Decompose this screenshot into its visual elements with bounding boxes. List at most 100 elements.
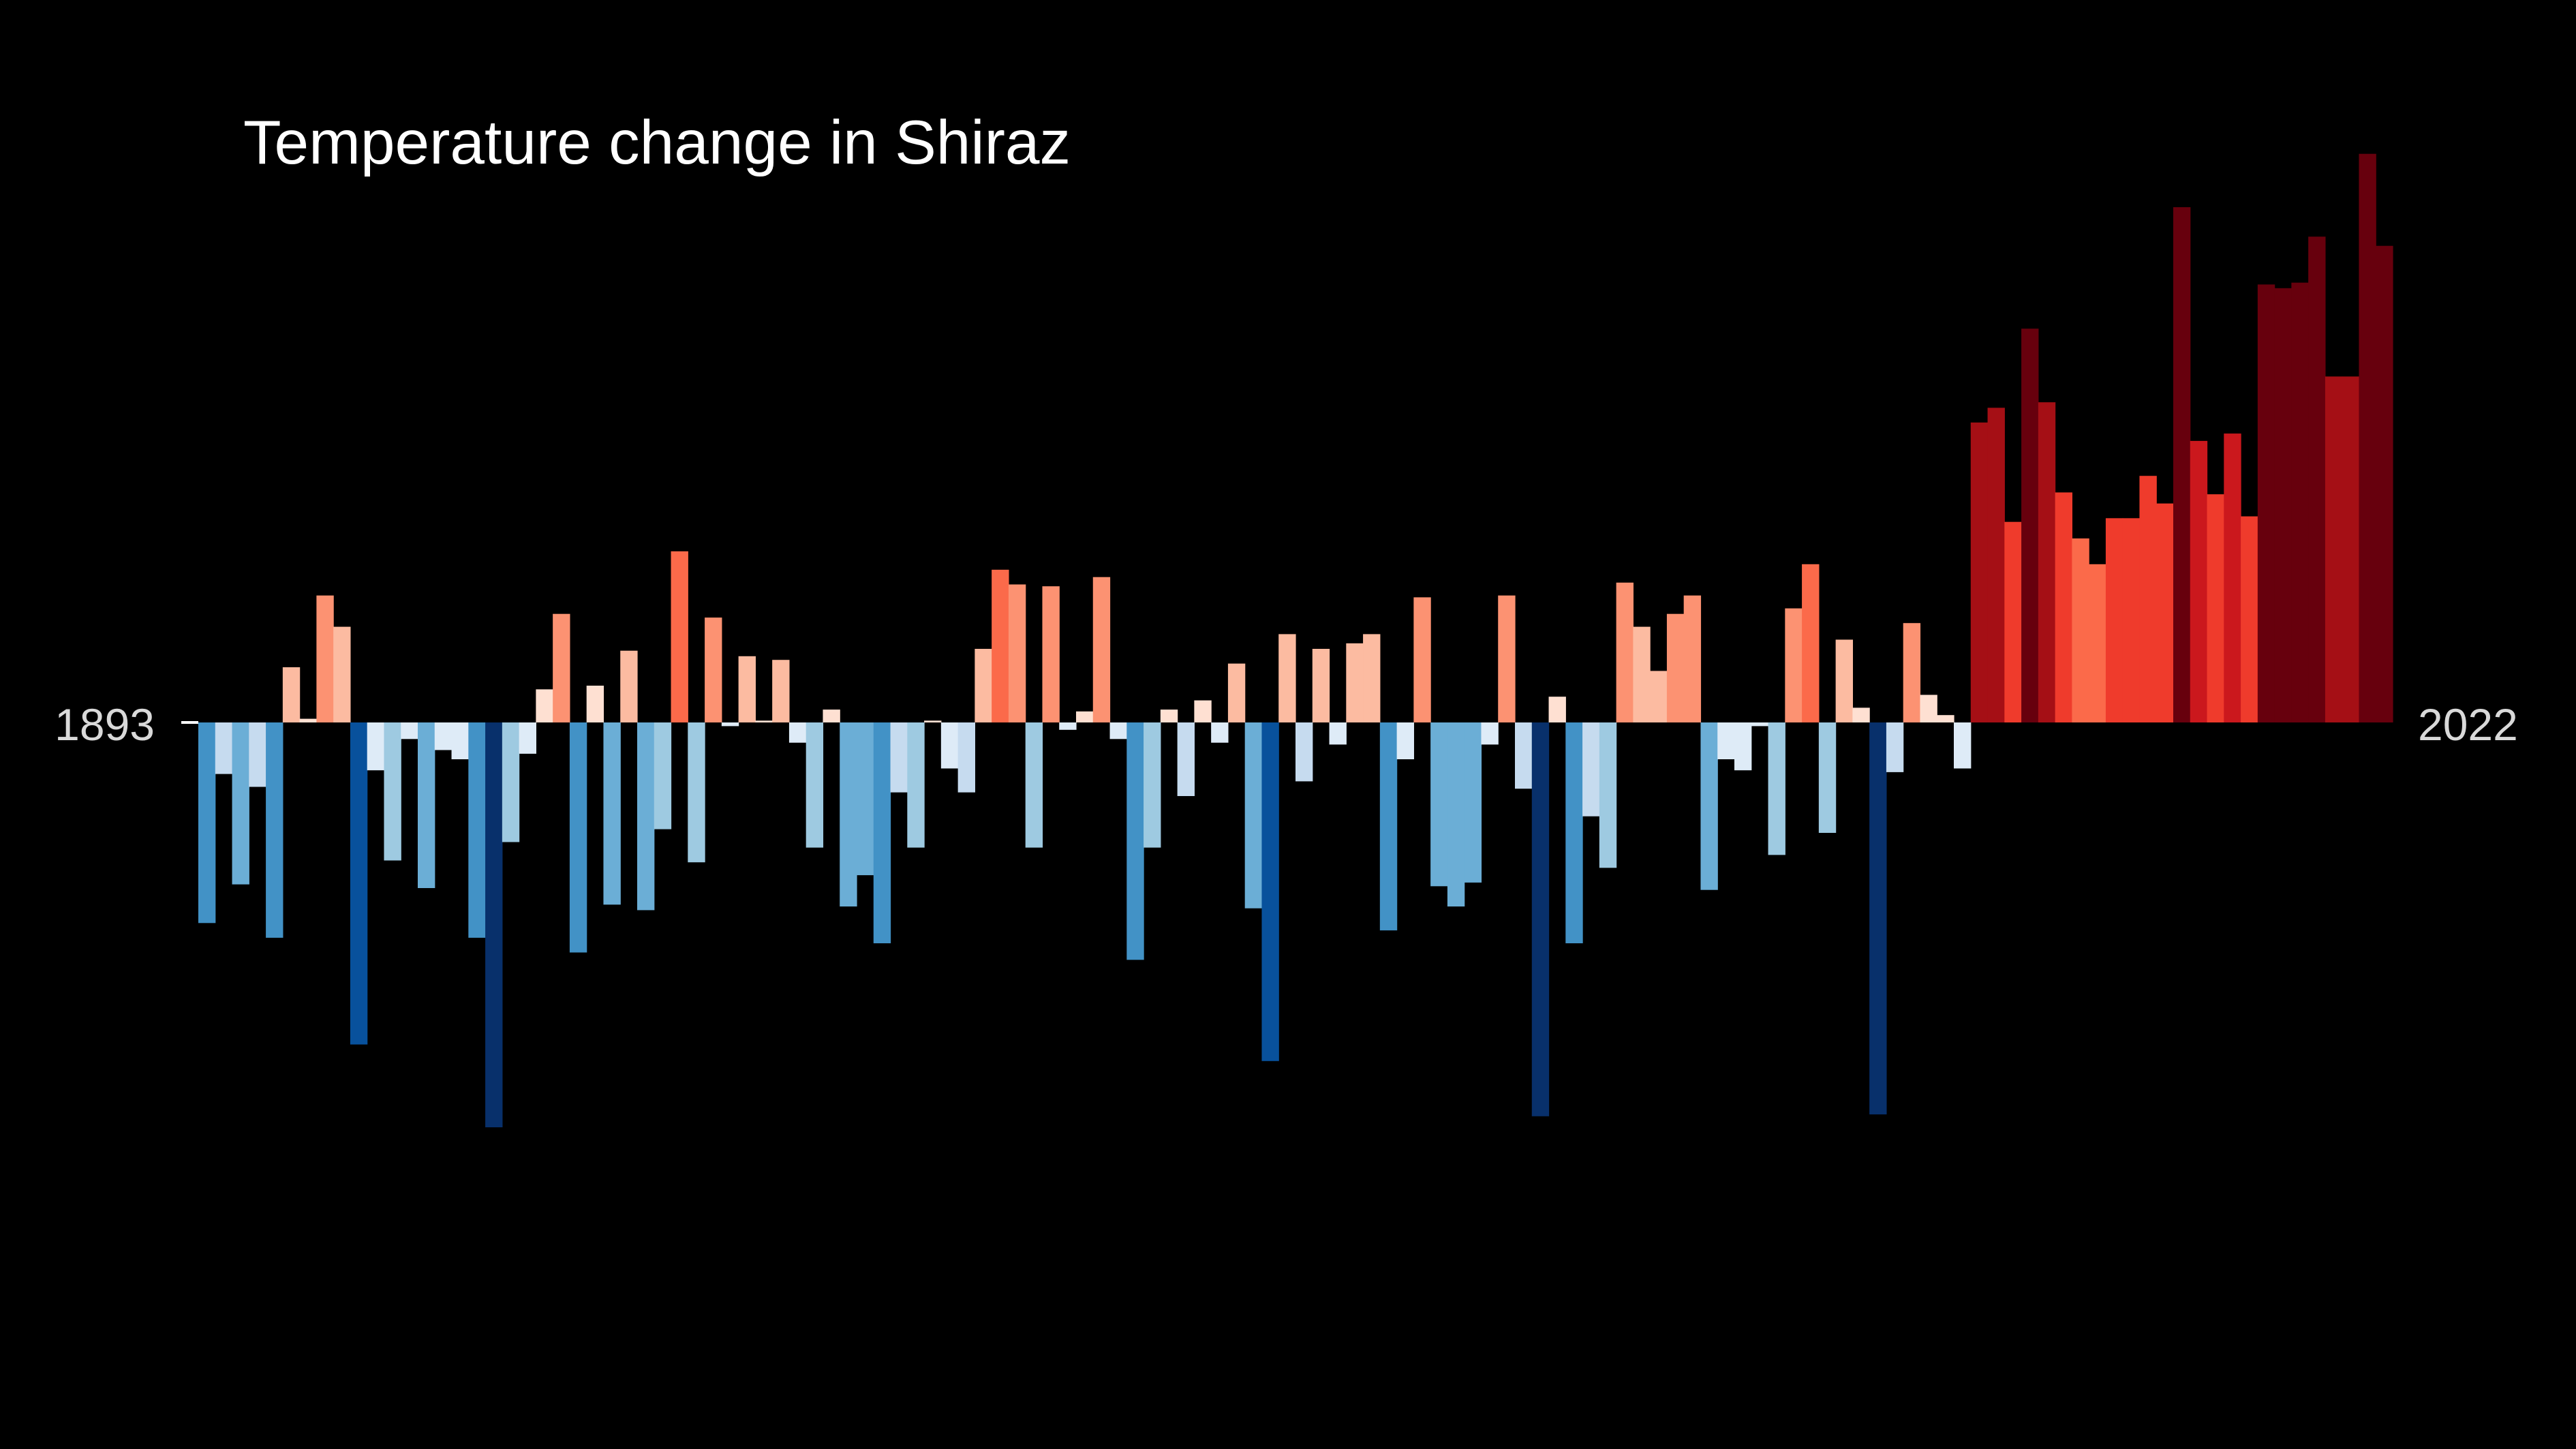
bar-1962 [1363,634,1381,722]
bar-1935 [907,722,925,848]
bar-1986 [1768,722,1785,855]
bar-1933 [873,722,891,943]
bar-1904 [384,722,401,861]
bar-1894 [215,722,233,774]
bar-1990 [1835,639,1853,722]
bar-2004 [2072,538,2089,722]
bar-1999 [1987,408,2005,722]
bar-2019 [2325,376,2343,722]
bar-1900 [316,595,334,722]
bar-1975 [1582,722,1600,817]
bar-1960 [1329,722,1347,745]
bar-1917 [603,722,621,905]
bar-2017 [2291,282,2309,722]
bar-1945 [1076,711,1094,722]
bar-1923 [705,617,722,722]
bar-1958 [1295,722,1313,782]
bar-1959 [1312,649,1330,722]
bar-1973 [1548,697,1566,722]
bar-2000 [2004,521,2022,722]
chart-title: Temperature change in Shiraz [243,108,1071,177]
bar-1951 [1177,722,1195,796]
bar-2020 [2342,376,2360,722]
bar-1913 [536,689,553,722]
bar-1996 [1937,715,1954,722]
end-year-label: 2022 [2418,699,2518,750]
bar-1970 [1498,595,1516,722]
bar-1987 [1785,608,1803,722]
bar-1956 [1261,722,1279,1061]
bar-1938 [957,722,975,793]
bar-2007 [2122,518,2141,722]
bar-1912 [519,722,536,754]
bar-1974 [1565,722,1583,943]
bar-1982 [1700,722,1718,890]
bar-1927 [772,660,790,722]
bar-2005 [2089,564,2106,722]
bar-2021 [2359,153,2376,722]
bar-1953 [1211,722,1229,743]
bar-1905 [401,722,418,739]
bar-2003 [2055,492,2072,722]
bar-1929 [806,722,824,848]
bar-1950 [1160,710,1178,722]
bar-1963 [1379,722,1398,931]
bar-1992 [1869,722,1887,1115]
bar-1902 [350,722,368,1045]
bar-1937 [940,722,959,769]
bar-2022 [2376,245,2393,722]
bar-2008 [2139,476,2157,722]
bar-1908 [451,722,469,759]
bar-1898 [282,667,301,722]
bar-1955 [1244,722,1263,909]
bar-2011 [2190,440,2208,722]
bar-1897 [266,722,283,938]
bar-1964 [1396,722,1414,759]
bar-1930 [823,710,840,722]
bar-1993 [1886,722,1904,772]
bar-1931 [840,722,857,906]
bar-1991 [1852,707,1870,722]
bar-1896 [249,722,266,787]
bar-2013 [2224,433,2241,722]
bar-1967 [1447,722,1465,906]
bar-1941 [1008,584,1026,722]
bar-1957 [1278,634,1296,722]
bar-1942 [1025,722,1043,848]
bar-1954 [1227,663,1246,722]
bar-2014 [2241,516,2258,722]
bar-1911 [502,722,520,842]
bar-1939 [975,649,992,722]
bar-1899 [299,718,317,722]
bar-1903 [367,722,385,771]
bar-1948 [1126,722,1144,960]
bar-1952 [1194,700,1212,722]
bar-1983 [1717,722,1735,759]
bar-1946 [1092,577,1111,722]
bar-1980 [1666,613,1685,722]
bar-1971 [1515,722,1533,789]
bar-1985 [1751,722,1769,727]
bar-1914 [553,613,570,722]
bar-1965 [1413,597,1431,722]
bar-1979 [1650,671,1668,722]
bar-1919 [637,722,655,911]
bar-1944 [1059,722,1077,730]
bar-1943 [1042,586,1060,722]
bar-1997 [1954,722,1972,769]
bar-1916 [586,686,604,722]
bar-1995 [1920,695,1937,722]
bar-1895 [232,722,249,885]
bar-2016 [2274,288,2292,722]
bar-1969 [1481,722,1499,745]
bar-1925 [738,656,756,722]
bar-1907 [434,722,453,750]
bar-1932 [857,722,874,876]
bar-1918 [620,650,638,722]
bar-1949 [1144,722,1161,848]
bar-1966 [1430,722,1448,887]
bar-1984 [1734,722,1752,771]
bar-1968 [1464,722,1482,883]
bar-2009 [2156,503,2174,722]
